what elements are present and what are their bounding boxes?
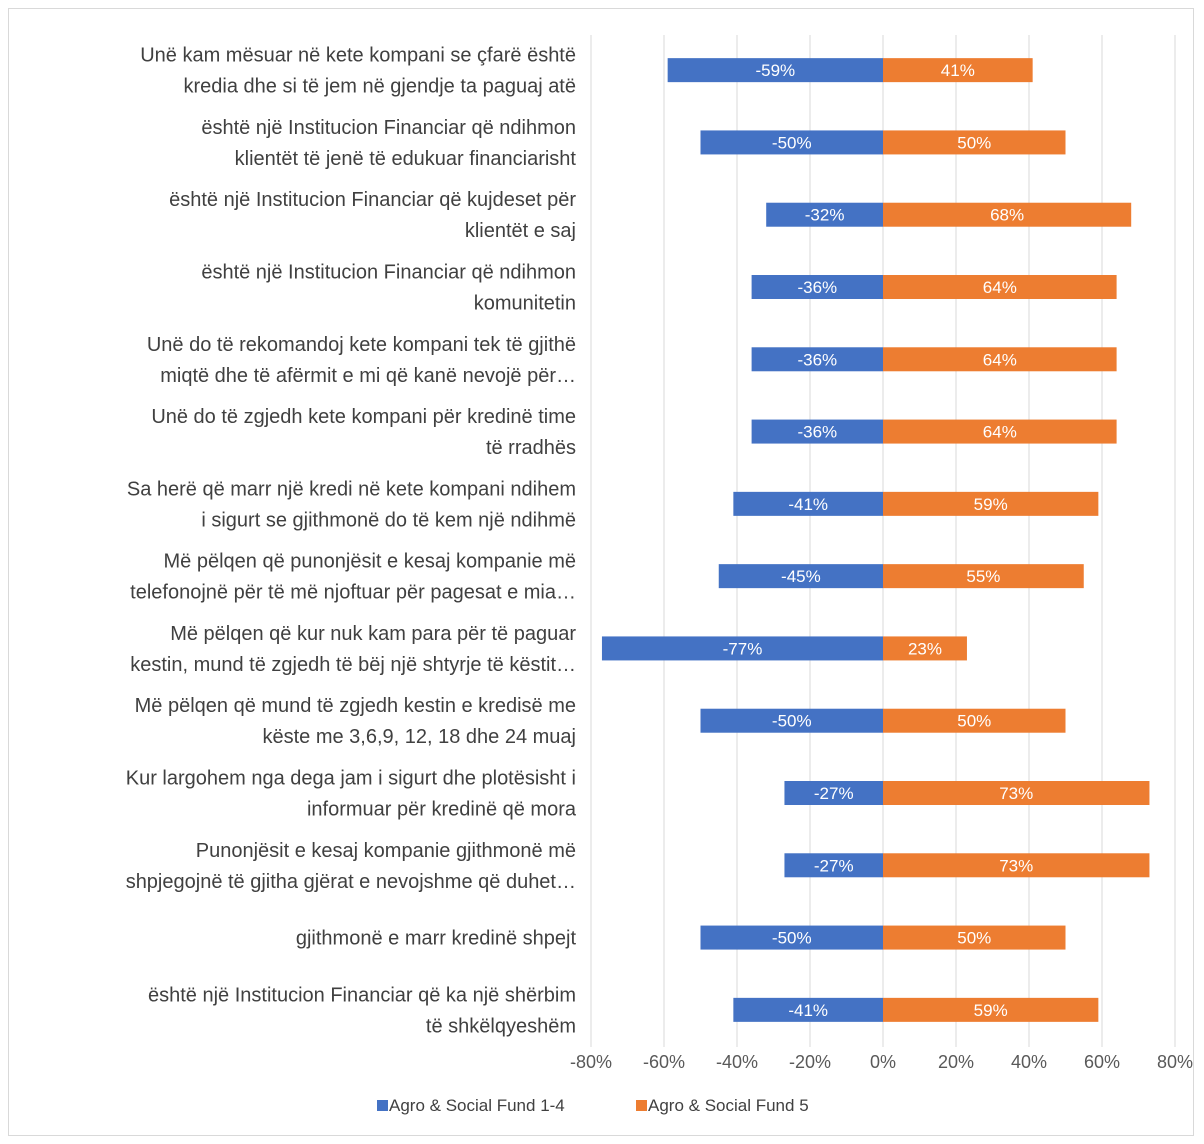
category-label-row2: klientët të jenë të edukuar financiarish… bbox=[235, 148, 577, 170]
legend-label-series1: Agro & Social Fund 1-4 bbox=[389, 1096, 565, 1115]
bar-series1-row7 bbox=[733, 491, 883, 516]
category-label-row5: miqtë dhe të afërmit e mi që kanë nevojë… bbox=[160, 365, 576, 387]
bar-series2-row8 bbox=[883, 564, 1084, 589]
data-label-series2-row12: 73% bbox=[999, 856, 1033, 875]
category-label-row11: Kur largohem nga dega jam i sigurt dhe p… bbox=[126, 768, 576, 790]
category-label-row14: është një Institucion Financiar që ka nj… bbox=[148, 984, 576, 1006]
x-tick-label: 0% bbox=[870, 1052, 896, 1072]
data-label-series2-row10: 50% bbox=[957, 712, 991, 731]
bar-series1-row3 bbox=[766, 202, 883, 227]
bar-series2-row5 bbox=[883, 347, 1117, 372]
bar-series1-row13 bbox=[700, 925, 883, 950]
data-label-series1-row4: -36% bbox=[797, 278, 837, 297]
category-label-row2: është një Institucion Financiar që ndihm… bbox=[201, 117, 576, 139]
category-label-row11: informuar për kredinë që mora bbox=[307, 799, 577, 821]
x-tick-label: -60% bbox=[643, 1052, 685, 1072]
data-label-series2-row5: 64% bbox=[983, 350, 1017, 369]
chart-frame: -59% -50% -32% -36% -36% -36% -41% -45% -77% -50%… bbox=[8, 8, 1194, 1136]
bar-series1-row1 bbox=[667, 58, 883, 83]
bar-series2-row6 bbox=[883, 419, 1117, 444]
data-label-series1-row11: -27% bbox=[814, 784, 854, 803]
category-label-row7: i sigurt se gjithmonë do të kem një ndih… bbox=[201, 509, 576, 531]
bar-series1-row14 bbox=[733, 997, 883, 1022]
bar-series1-row8 bbox=[718, 564, 883, 589]
data-label-series2-row6: 64% bbox=[983, 423, 1017, 442]
category-label-row13: gjithmonë e marr kredinë shpejt bbox=[296, 928, 577, 950]
bar-series1-row10 bbox=[700, 708, 883, 733]
category-label-row9: Më pëlqen që kur nuk kam para për të pag… bbox=[170, 623, 576, 645]
data-label-series1-row8: -45% bbox=[781, 567, 821, 586]
legend-swatch-series2 bbox=[636, 1100, 647, 1111]
data-label-series2-row14: 59% bbox=[974, 1001, 1008, 1020]
x-tick-label: 20% bbox=[938, 1052, 974, 1072]
category-label-row12: Punonjësit e kesaj kompanie gjithmonë më bbox=[196, 840, 576, 862]
category-label-row12: shpjegojnë të gjitha gjërat e nevojshme … bbox=[126, 871, 576, 893]
data-label-series2-row8: 55% bbox=[966, 567, 1000, 586]
bar-series1-row5 bbox=[751, 347, 883, 372]
data-label-series1-row6: -36% bbox=[797, 423, 837, 442]
bar-series2-row4 bbox=[883, 275, 1117, 299]
bar-series2-row13 bbox=[883, 925, 1066, 950]
data-label-series2-row3: 68% bbox=[990, 206, 1024, 225]
category-label-row10: Më pëlqen që mund të zgjedh kestin e kre… bbox=[135, 695, 576, 717]
bar-series2-row2 bbox=[883, 130, 1066, 155]
data-label-series1-row1: -59% bbox=[755, 61, 795, 80]
x-tick-label: -80% bbox=[570, 1052, 612, 1072]
bar-series1-row2 bbox=[700, 130, 883, 155]
data-label-series1-row7: -41% bbox=[788, 495, 828, 514]
x-tick-label: 40% bbox=[1011, 1052, 1047, 1072]
category-label-row3: klientët e saj bbox=[465, 220, 576, 242]
data-label-series1-row3: -32% bbox=[805, 206, 845, 225]
data-label-series1-row9: -77% bbox=[723, 639, 763, 658]
category-label-row4: është një Institucion Financiar që ndihm… bbox=[201, 262, 576, 284]
category-label-row8: telefonojnë për të më njoftuar për pages… bbox=[130, 582, 576, 604]
bar-series2-row10 bbox=[883, 708, 1066, 733]
category-label-row7: Sa herë që marr një kredi në kete kompan… bbox=[127, 478, 576, 500]
data-label-series2-row4: 64% bbox=[983, 278, 1017, 297]
category-label-row1: kredia dhe si të jem në gjendje ta pagua… bbox=[184, 76, 577, 98]
x-tick-label: -20% bbox=[789, 1052, 831, 1072]
data-label-series2-row11: 73% bbox=[999, 784, 1033, 803]
bar-series2-row11 bbox=[883, 781, 1150, 805]
bar-series1-row9 bbox=[601, 636, 883, 661]
category-label-row6: të rradhës bbox=[486, 437, 576, 459]
data-label-series1-row10: -50% bbox=[772, 712, 812, 731]
bar-series2-row7 bbox=[883, 491, 1099, 516]
x-tick-label: -40% bbox=[716, 1052, 758, 1072]
data-label-series1-row13: -50% bbox=[772, 929, 812, 948]
data-label-series1-row2: -50% bbox=[772, 133, 812, 152]
category-label-row4: komunitetin bbox=[474, 293, 576, 315]
data-label-series2-row1: 41% bbox=[941, 61, 975, 80]
data-label-series1-row14: -41% bbox=[788, 1001, 828, 1020]
bar-series1-row11 bbox=[784, 781, 883, 805]
legend-label-series2: Agro & Social Fund 5 bbox=[648, 1096, 809, 1115]
bar-series2-row12 bbox=[883, 853, 1150, 878]
category-label-row1: Unë kam mësuar në kete kompani se çfarë … bbox=[140, 45, 576, 67]
data-label-series2-row7: 59% bbox=[974, 495, 1008, 514]
category-label-row5: Unë do të rekomandoj kete kompani tek të… bbox=[147, 334, 576, 356]
data-label-series1-row12: -27% bbox=[814, 856, 854, 875]
data-label-series2-row9: 23% bbox=[908, 639, 942, 658]
x-tick-label: 80% bbox=[1157, 1052, 1193, 1072]
category-label-row3: është një Institucion Financiar që kujde… bbox=[169, 189, 576, 211]
data-label-series2-row13: 50% bbox=[957, 929, 991, 948]
category-label-row8: Më pëlqen që punonjësit e kesaj kompanie… bbox=[164, 551, 576, 573]
category-label-row9: kestin, mund të zgjedh të bëj një shtyrj… bbox=[130, 654, 576, 676]
legend-swatch-series1 bbox=[377, 1100, 388, 1111]
category-label-row10: këste me 3,6,9, 12, 18 dhe 24 muaj bbox=[262, 726, 576, 748]
category-label-row6: Unë do të zgjedh kete kompani për kredin… bbox=[151, 406, 576, 428]
category-label-row14: të shkëlqyeshëm bbox=[426, 1015, 576, 1037]
bar-series2-row14 bbox=[883, 997, 1099, 1022]
bar-series2-row9 bbox=[883, 636, 967, 661]
data-label-series2-row2: 50% bbox=[957, 133, 991, 152]
x-tick-label: 60% bbox=[1084, 1052, 1120, 1072]
bar-series2-row1 bbox=[883, 58, 1033, 83]
bar-series1-row6 bbox=[751, 419, 883, 444]
bar-series1-row4 bbox=[751, 275, 883, 299]
data-label-series1-row5: -36% bbox=[797, 350, 837, 369]
diverging-bar-chart: -59% -50% -32% -36% -36% -36% -41% -45% -77% -50%… bbox=[126, 35, 1193, 1115]
bar-series2-row3 bbox=[883, 202, 1132, 227]
bar-series1-row12 bbox=[784, 853, 883, 878]
